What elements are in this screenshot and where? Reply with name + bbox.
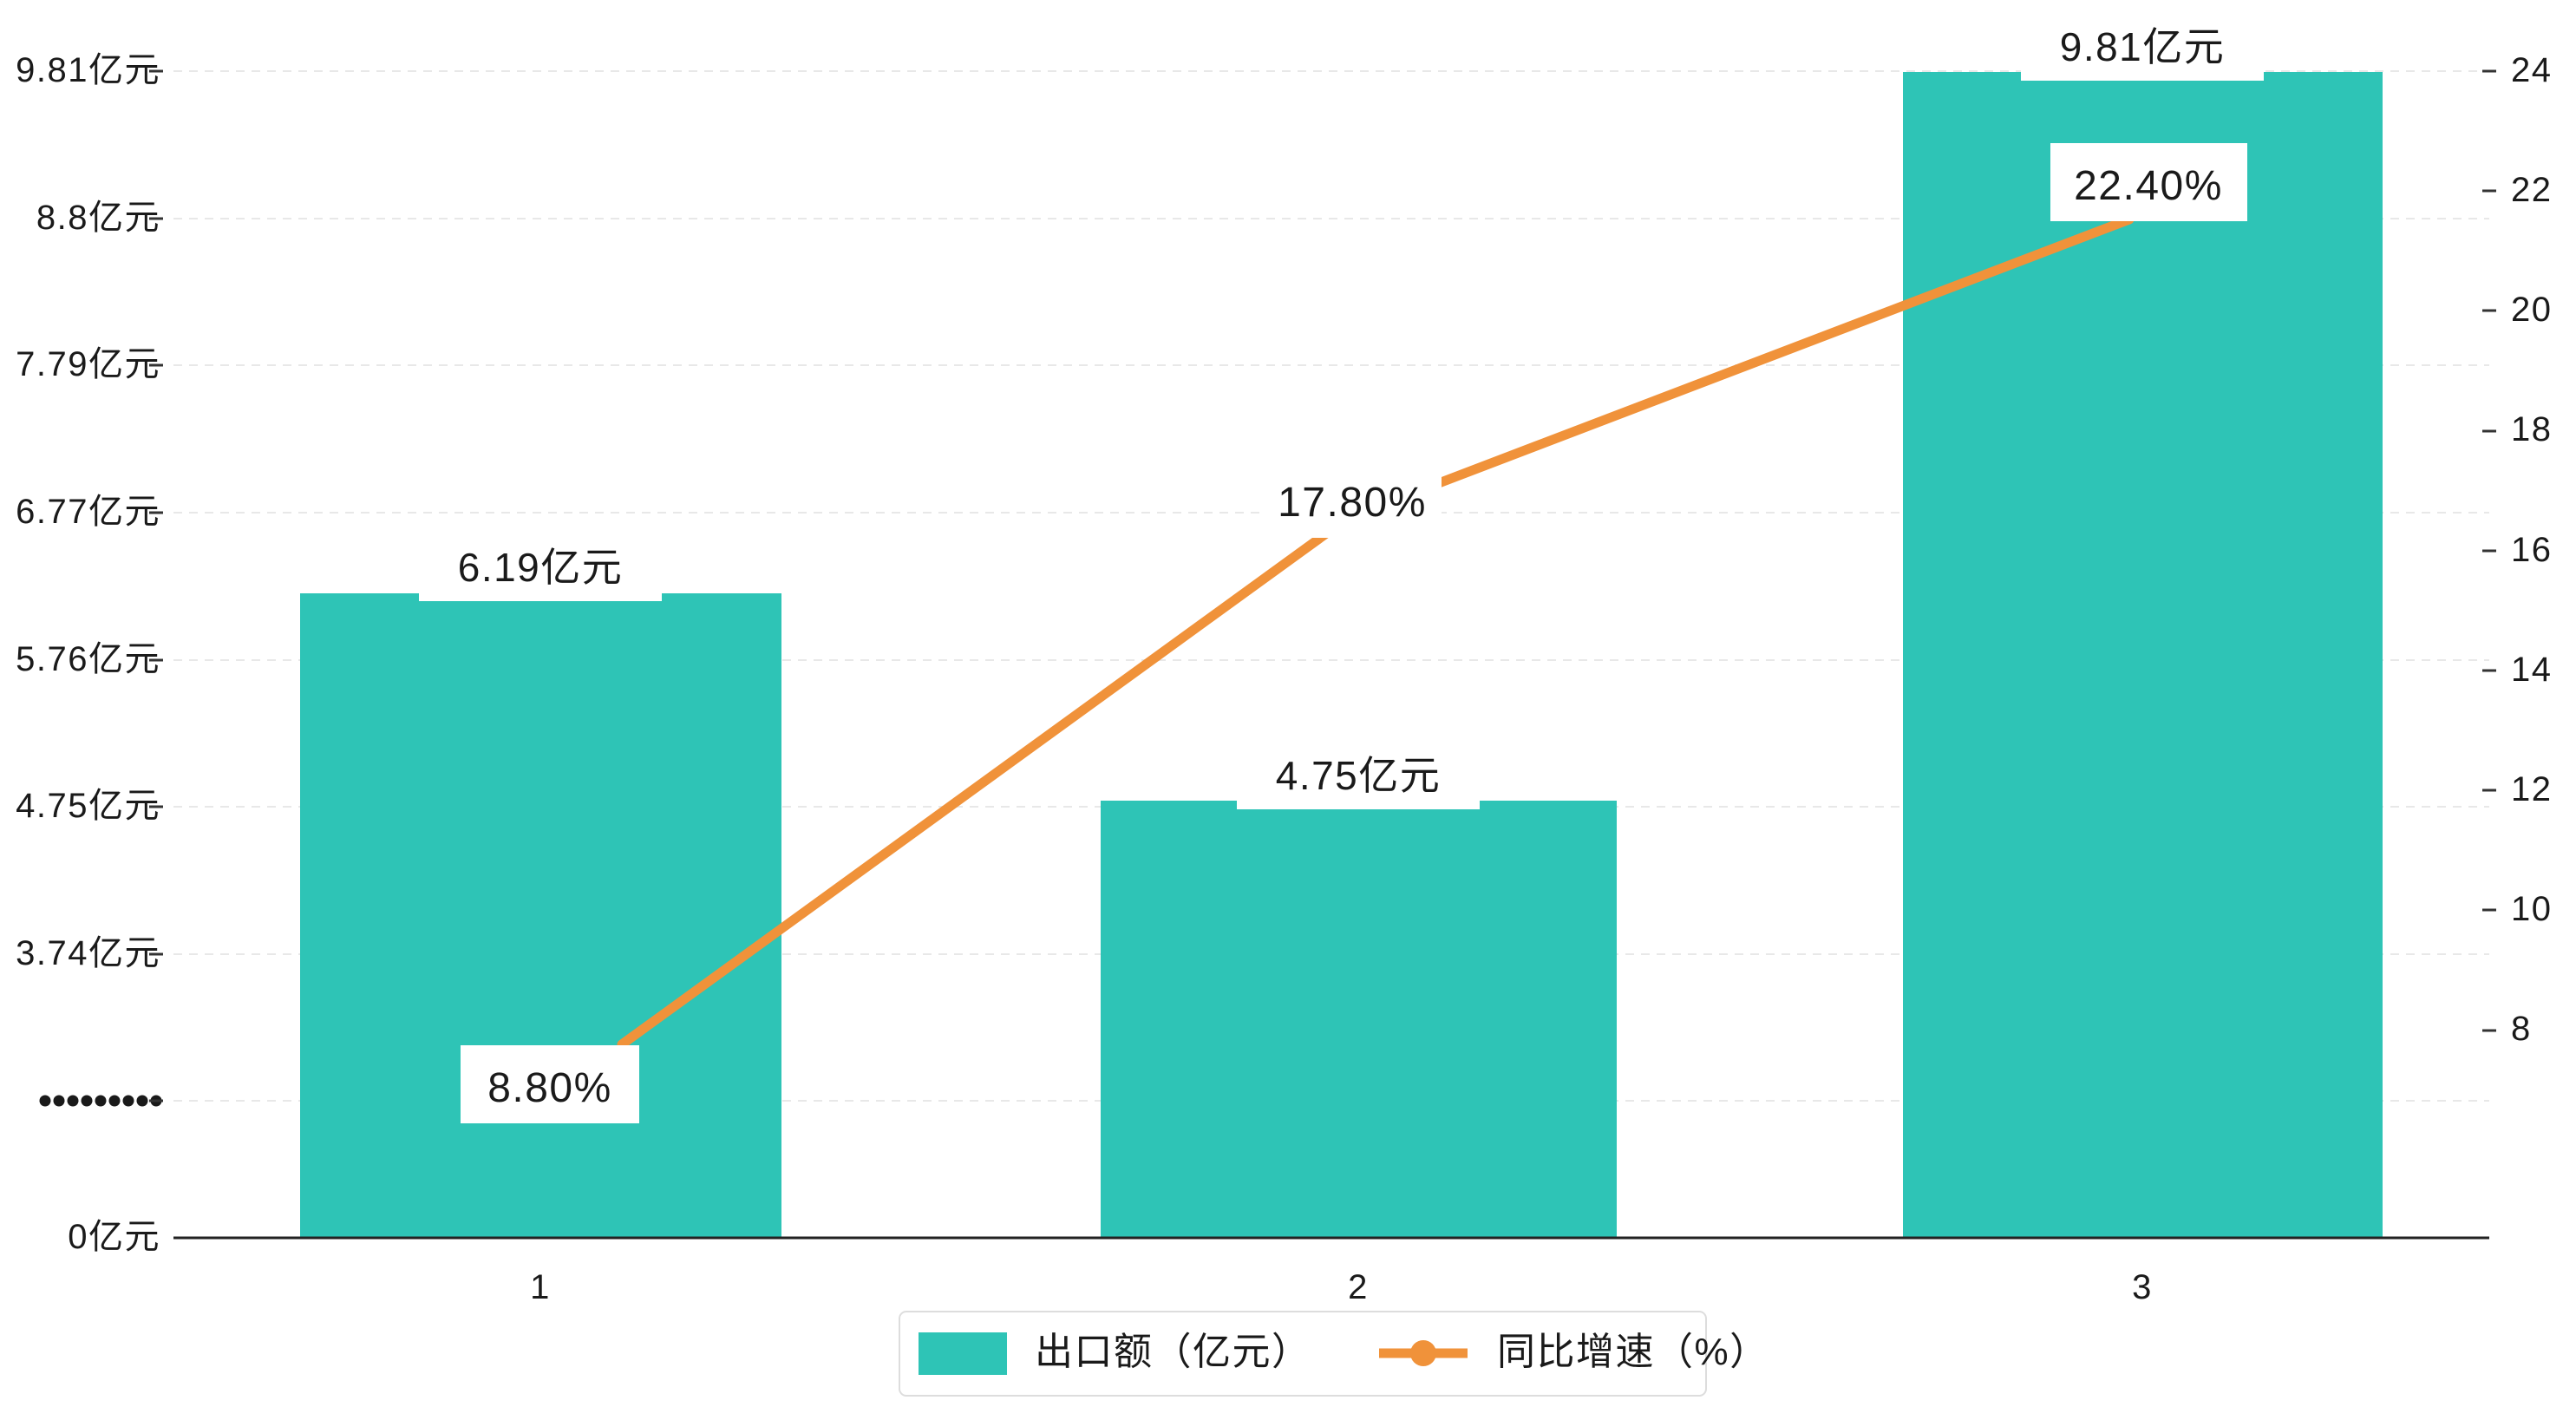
- svg-text:10: 10: [2511, 890, 2553, 928]
- svg-text:3.74亿元: 3.74亿元: [16, 934, 160, 972]
- svg-text:4.75亿元: 4.75亿元: [1276, 753, 1442, 798]
- svg-text:22.40%: 22.40%: [2074, 163, 2223, 209]
- svg-text:1: 1: [530, 1268, 551, 1306]
- svg-text:5.76亿元: 5.76亿元: [16, 640, 160, 678]
- svg-text:12: 12: [2511, 770, 2553, 808]
- svg-text:7.79亿元: 7.79亿元: [16, 345, 160, 383]
- svg-text:3: 3: [2132, 1268, 2153, 1306]
- svg-text:2: 2: [1348, 1268, 1369, 1306]
- svg-text:4.75亿元: 4.75亿元: [16, 787, 160, 825]
- svg-text:出口额（亿元）: 出口额（亿元）: [1035, 1331, 1311, 1373]
- svg-text:18: 18: [2511, 410, 2553, 448]
- svg-text:0亿元: 0亿元: [68, 1218, 160, 1256]
- svg-text:9.81亿元: 9.81亿元: [2060, 24, 2226, 69]
- svg-text:6.19亿元: 6.19亿元: [458, 545, 624, 590]
- svg-text:8: 8: [2511, 1010, 2532, 1048]
- svg-text:22: 22: [2511, 171, 2553, 209]
- svg-text:14: 14: [2511, 651, 2553, 689]
- svg-text:17.80%: 17.80%: [1278, 480, 1427, 526]
- svg-text:24: 24: [2511, 51, 2553, 89]
- svg-text:8.80%: 8.80%: [487, 1065, 612, 1111]
- svg-text:6.77亿元: 6.77亿元: [16, 493, 160, 531]
- svg-text:同比增速（%）: 同比增速（%）: [1497, 1331, 1769, 1373]
- svg-text:8.8亿元: 8.8亿元: [36, 199, 160, 237]
- svg-text:20: 20: [2511, 291, 2553, 329]
- svg-text:16: 16: [2511, 531, 2553, 569]
- svg-text:9.81亿元: 9.81亿元: [16, 51, 160, 89]
